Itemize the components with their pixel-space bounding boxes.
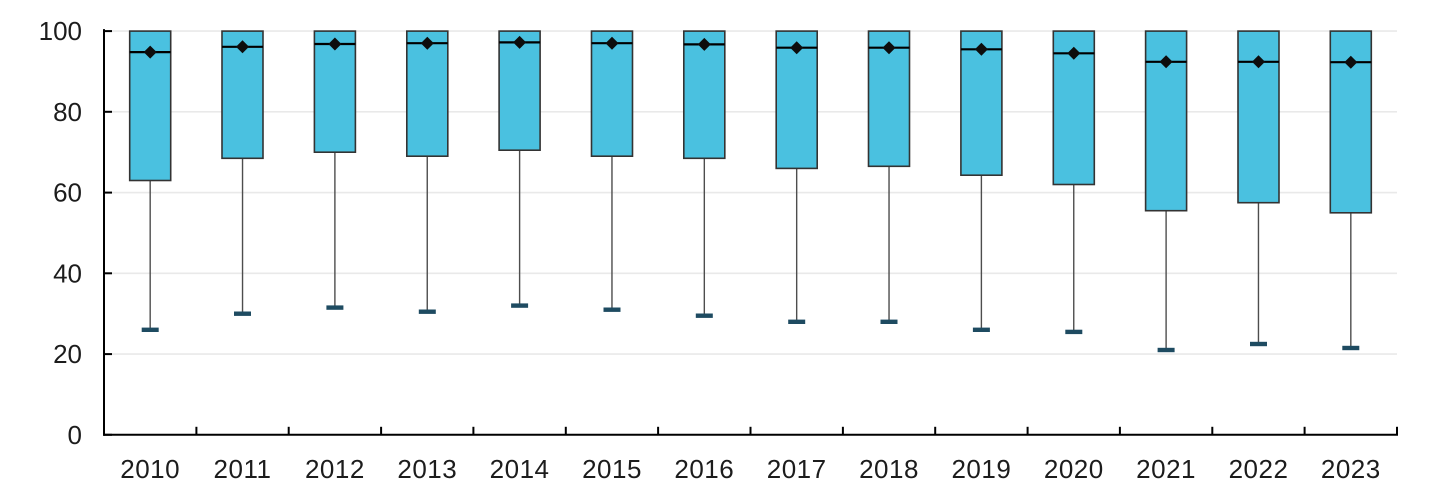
box-rect — [498, 30, 541, 151]
mean-diamond — [882, 41, 896, 55]
x-tick-label-2020: 2020 — [1044, 454, 1104, 484]
mean-diamond — [1159, 55, 1173, 69]
y-tick-label-40: 40 — [53, 258, 82, 288]
mean-diamond — [1067, 46, 1081, 60]
box-2018 — [867, 30, 911, 324]
y-tick-label-0: 0 — [68, 420, 82, 450]
whisker-cap — [695, 313, 713, 318]
box-rect — [313, 30, 357, 153]
axes — [103, 29, 1398, 436]
y-axis: 0 20 40 60 80 100 — [39, 16, 112, 450]
whisker-cap — [326, 305, 344, 310]
boxes — [128, 30, 1373, 353]
box-2022 — [1237, 30, 1280, 347]
x-tick-label-2011: 2011 — [214, 454, 272, 484]
whisker-cap — [418, 309, 436, 314]
y-tick-label-20: 20 — [53, 339, 82, 369]
y-tick-label-100: 100 — [39, 16, 82, 46]
box-2014 — [498, 30, 541, 308]
mean-diamond — [605, 36, 619, 50]
x-tick-label-2021: 2021 — [1136, 454, 1196, 484]
box-2021 — [1144, 30, 1188, 353]
x-tick-label-2023: 2023 — [1321, 454, 1381, 484]
box-rect — [590, 30, 634, 157]
box-2016 — [682, 30, 726, 318]
gridlines — [104, 30, 1397, 355]
x-tick-label-2016: 2016 — [674, 454, 734, 484]
mean-diamond — [328, 37, 342, 51]
whisker-cap — [603, 307, 621, 312]
box-2012 — [313, 30, 357, 310]
box-2010 — [128, 30, 172, 332]
box-2020 — [1052, 30, 1096, 335]
mean-diamond — [420, 36, 434, 50]
box-2023 — [1329, 30, 1373, 351]
x-tick-label-2013: 2013 — [397, 454, 457, 484]
mean-diamond — [790, 41, 804, 55]
y-tick-label-80: 80 — [53, 97, 82, 127]
whisker-cap — [141, 327, 159, 332]
whisker-cap — [788, 319, 806, 324]
box-2013 — [405, 30, 449, 314]
whisker-cap — [234, 311, 251, 316]
x-tick-label-2017: 2017 — [767, 454, 827, 484]
mean-diamond — [697, 37, 711, 51]
whisker-cap — [1250, 341, 1267, 347]
mean-diamond — [1252, 55, 1265, 69]
box-rect — [405, 30, 449, 157]
x-axis: 2010 2011 2012 2013 2014 2015 2016 2017 2018 2019… — [103, 426, 1398, 484]
box-2015 — [590, 30, 634, 312]
mean-diamond — [236, 40, 249, 54]
whisker-cap — [1342, 345, 1360, 351]
mean-diamond — [974, 42, 988, 56]
box-2017 — [775, 30, 819, 324]
box-rect — [682, 30, 726, 160]
x-tick-label-2015: 2015 — [582, 454, 642, 484]
whisker-cap — [1065, 329, 1083, 335]
whisker-cap — [972, 327, 990, 332]
box-2019 — [960, 30, 1003, 332]
x-tick-label-2019: 2019 — [951, 454, 1011, 484]
mean-diamond — [1344, 55, 1358, 69]
whisker-cap — [1157, 347, 1175, 353]
whisker-cap — [880, 319, 898, 324]
box-2011 — [221, 30, 264, 316]
x-tick-label-2018: 2018 — [859, 454, 919, 484]
x-tick-label-2022: 2022 — [1229, 454, 1289, 484]
x-tick-label-2012: 2012 — [305, 454, 365, 484]
mean-diamond — [513, 35, 527, 49]
y-tick-label-60: 60 — [53, 178, 82, 208]
x-tick-label-2014: 2014 — [490, 454, 550, 484]
whisker-cap — [511, 303, 529, 308]
mean-diamond — [143, 45, 157, 59]
x-tick-label-2010: 2010 — [120, 454, 180, 484]
